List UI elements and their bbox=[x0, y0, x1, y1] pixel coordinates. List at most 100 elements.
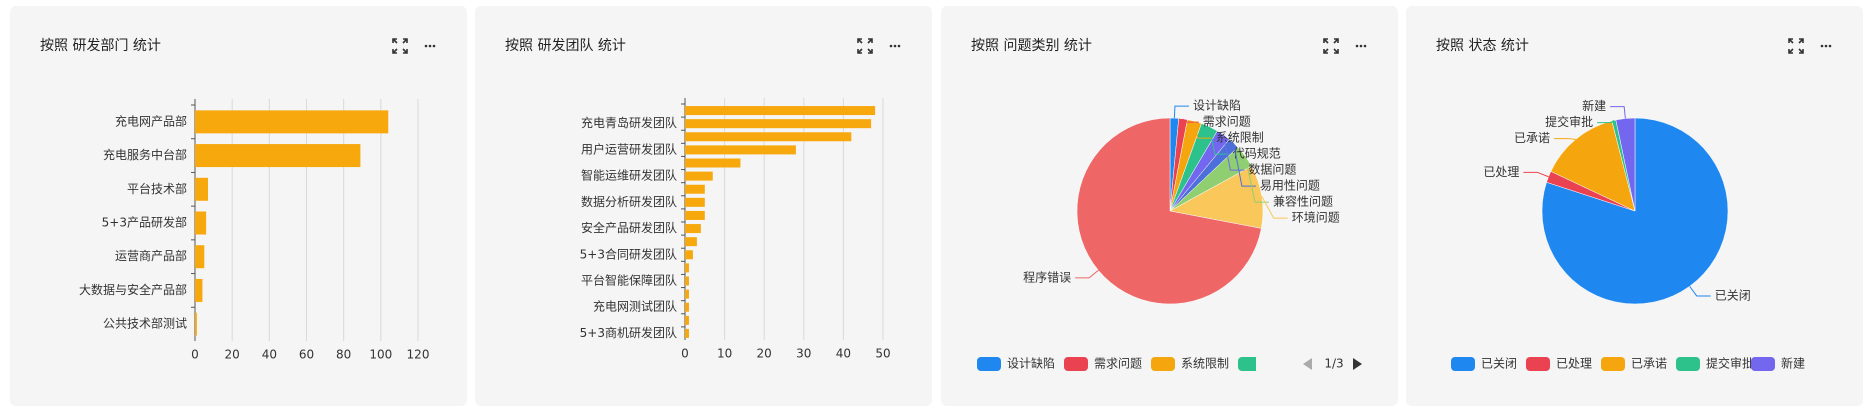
pie-slice bbox=[1076, 117, 1262, 305]
slice-label: 提交审批 bbox=[1545, 114, 1593, 129]
panel-title: 按照 研发部门 统计 bbox=[40, 38, 161, 54]
legend-swatch[interactable] bbox=[977, 357, 1001, 371]
expand-icon[interactable] bbox=[392, 38, 408, 54]
y-tick-label: 5+3合同研发团队 bbox=[580, 246, 677, 261]
x-tick-label: 30 bbox=[796, 347, 811, 361]
y-tick-label: 数据分析研发团队 bbox=[581, 194, 677, 209]
legend-label[interactable]: 系统限制 bbox=[1181, 357, 1229, 371]
slice-label: 已关闭 bbox=[1715, 288, 1751, 302]
y-tick-label: 安全产品研发团队 bbox=[581, 220, 677, 235]
label-line bbox=[1261, 196, 1288, 219]
more-icon[interactable] bbox=[889, 44, 893, 48]
bar bbox=[685, 224, 701, 234]
slice-label: 代码规范 bbox=[1233, 146, 1281, 161]
x-tick-label: 100 bbox=[369, 348, 392, 362]
legend-label[interactable]: 新建 bbox=[1781, 356, 1805, 371]
slice-label: 设计缺陷 bbox=[1193, 98, 1241, 113]
bar bbox=[685, 315, 689, 325]
panel-title: 按照 状态 统计 bbox=[1436, 38, 1529, 54]
legend-label[interactable]: 已处理 bbox=[1556, 357, 1592, 371]
slice-label: 已承诺 bbox=[1514, 131, 1550, 145]
slice-label: 已处理 bbox=[1483, 165, 1519, 179]
legend-swatch[interactable] bbox=[1526, 357, 1550, 371]
legend-swatch[interactable] bbox=[1238, 357, 1262, 371]
expand-icon[interactable] bbox=[1323, 38, 1339, 54]
pager-next[interactable] bbox=[1353, 358, 1362, 370]
y-tick-label: 平台智能保障团队 bbox=[581, 273, 677, 288]
slice-label: 环境问题 bbox=[1292, 210, 1340, 225]
panel: 按照 研发部门 统计 0 20 40 60 80 100 120 充电网产品部充电服务中台部平台… bbox=[10, 6, 467, 406]
more-icon[interactable] bbox=[1363, 44, 1367, 48]
legend-label[interactable]: 设计缺陷 bbox=[1007, 356, 1055, 371]
bar bbox=[685, 289, 689, 299]
slice-label: 数据问题 bbox=[1248, 162, 1296, 177]
bar bbox=[685, 119, 872, 129]
legend-swatch[interactable] bbox=[1151, 357, 1175, 371]
label-line bbox=[1523, 171, 1549, 178]
expand-icon[interactable] bbox=[857, 38, 873, 54]
bar bbox=[195, 245, 205, 269]
y-tick-label: 5+3产品研发部 bbox=[102, 215, 187, 230]
more-icon[interactable] bbox=[428, 44, 432, 48]
bar bbox=[685, 197, 705, 207]
slice-label: 需求问题 bbox=[1203, 115, 1251, 129]
bar bbox=[195, 177, 209, 201]
legend-swatch[interactable] bbox=[1676, 357, 1700, 371]
legend-label[interactable]: 提交审批 bbox=[1706, 356, 1754, 371]
legend-swatch[interactable] bbox=[1751, 357, 1775, 371]
bar bbox=[195, 312, 197, 336]
more-icon[interactable] bbox=[1828, 44, 1832, 48]
more-icon[interactable] bbox=[1355, 44, 1359, 48]
pager-prev[interactable] bbox=[1303, 358, 1312, 370]
y-tick-label: 大数据与安全产品部 bbox=[79, 282, 187, 297]
expand-icon[interactable] bbox=[1788, 38, 1804, 54]
more-icon[interactable] bbox=[424, 44, 428, 48]
more-icon[interactable] bbox=[893, 44, 897, 48]
legend-label[interactable]: 已承诺 bbox=[1631, 357, 1667, 371]
bar bbox=[685, 158, 741, 168]
y-tick-label: 智能运维研发团队 bbox=[581, 168, 677, 183]
legend-label[interactable]: 已关闭 bbox=[1481, 357, 1517, 371]
x-tick-label: 10 bbox=[717, 347, 732, 361]
label-line bbox=[1173, 105, 1189, 119]
panel: 按照 研发团队 统计 0 10 20 30 40 50 充电青岛研发团队用户运营研发团队智能运… bbox=[475, 6, 932, 406]
x-tick-label: 80 bbox=[336, 348, 351, 362]
x-tick-label: 0 bbox=[681, 347, 689, 361]
legend-swatch[interactable] bbox=[1601, 357, 1625, 371]
x-tick-label: 60 bbox=[299, 348, 314, 362]
legend-swatch[interactable] bbox=[1451, 357, 1475, 371]
panel-title: 按照 问题类别 统计 bbox=[971, 38, 1092, 54]
more-icon[interactable] bbox=[432, 44, 436, 48]
label-line bbox=[1554, 138, 1576, 140]
x-tick-label: 0 bbox=[191, 348, 199, 362]
label-line bbox=[1689, 285, 1711, 297]
label-line bbox=[1209, 126, 1229, 155]
bar bbox=[195, 110, 389, 134]
more-icon[interactable] bbox=[1824, 44, 1828, 48]
slice-label: 兼容性问题 bbox=[1273, 194, 1333, 209]
bar bbox=[685, 184, 705, 194]
y-tick-label: 用户运营研发团队 bbox=[581, 141, 677, 156]
more-icon[interactable] bbox=[1359, 44, 1363, 48]
pie-slice bbox=[1550, 120, 1636, 212]
slice-label: 新建 bbox=[1582, 98, 1606, 113]
y-tick-label: 充电服务中台部 bbox=[103, 147, 187, 162]
more-icon[interactable] bbox=[1820, 44, 1824, 48]
label-line bbox=[1244, 156, 1269, 203]
label-line bbox=[1610, 106, 1626, 119]
bar bbox=[195, 278, 203, 302]
bar bbox=[685, 106, 876, 116]
y-tick-label: 充电网产品部 bbox=[115, 113, 187, 128]
legend-swatch[interactable] bbox=[1064, 357, 1088, 371]
legend-label[interactable]: 需求问题 bbox=[1094, 357, 1142, 371]
bar bbox=[685, 328, 689, 338]
more-icon[interactable] bbox=[897, 44, 901, 48]
bar bbox=[685, 263, 689, 273]
label-line bbox=[1075, 269, 1099, 279]
y-tick-label: 充电网测试团队 bbox=[593, 299, 677, 314]
y-tick-label: 运营商产品部 bbox=[115, 248, 187, 263]
label-line bbox=[1194, 121, 1212, 139]
bar bbox=[685, 276, 689, 286]
y-tick-label: 公共技术部测试 bbox=[103, 316, 187, 331]
